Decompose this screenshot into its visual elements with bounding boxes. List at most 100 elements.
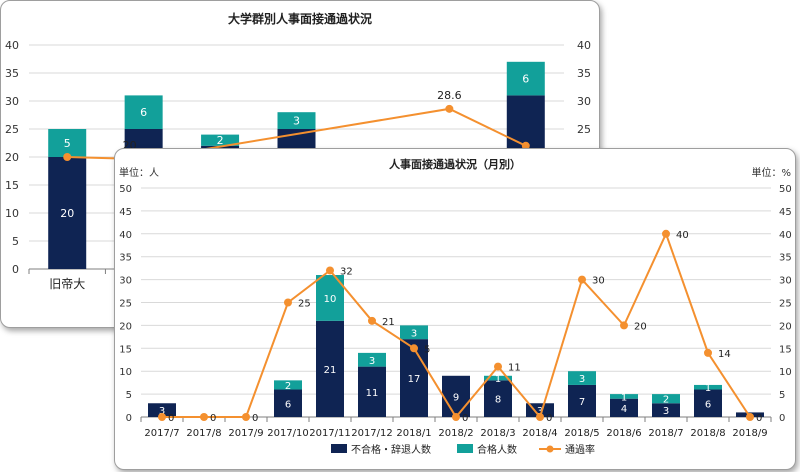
y2-tick-label: 10 — [779, 367, 792, 378]
rate-point — [704, 348, 712, 357]
rate-label: 0 — [168, 413, 174, 424]
x-tick-label: 2017/9 — [228, 428, 263, 439]
x-tick-label: 2017/12 — [351, 428, 393, 439]
y-tick-label: 40 — [5, 39, 19, 52]
y2-tick-label: 40 — [779, 230, 792, 241]
bar-data-label: 4 — [621, 404, 627, 415]
bar-data-label: 3 — [159, 406, 165, 417]
bar-segment-passed — [694, 384, 722, 390]
rate-label: 32 — [340, 266, 353, 277]
rate-point — [662, 229, 670, 238]
bar-segment-teal — [201, 134, 240, 146]
rate-label: 14 — [718, 349, 731, 360]
rate-point — [63, 153, 72, 161]
bar-data-label: 6 — [140, 106, 147, 119]
y2-tick-label: 50 — [779, 184, 792, 195]
bar-data-label: 2 — [217, 134, 224, 147]
y-tick-label: 45 — [119, 207, 132, 218]
x-tick-label: 2018/9 — [732, 428, 767, 439]
x-tick-label: 2018/4 — [522, 428, 557, 439]
bar-data-label: 3 — [579, 374, 585, 385]
bar-segment-rejected — [610, 398, 638, 417]
x-tick-label: 2017/7 — [144, 428, 179, 439]
bar-data-label: 3 — [293, 115, 300, 128]
rate-point — [452, 413, 460, 421]
x-tick-label: 2018/6 — [606, 428, 641, 439]
y2-tick-label: 15 — [779, 344, 792, 355]
legend-passed-label: 合格人数 — [477, 443, 517, 456]
bar-data-label: 21 — [324, 365, 337, 376]
bar-data-label: 3 — [663, 406, 669, 417]
rate-label: 0 — [756, 413, 762, 424]
bar-data-label: 3 — [369, 356, 375, 367]
y-tick-label: 20 — [5, 151, 19, 164]
y-tick-label: 35 — [5, 67, 19, 80]
y-tick-label: 10 — [5, 207, 19, 220]
x-tick-label: 2018/1 — [396, 428, 431, 439]
rate-point — [326, 266, 334, 275]
rate-point — [746, 413, 754, 421]
y-tick-label: 15 — [119, 344, 132, 355]
rate-label: 0 — [546, 413, 552, 424]
y2-tick-label: 5 — [779, 390, 785, 401]
y2-tick-label: 25 — [577, 123, 591, 136]
x-tick-label: 2018/2 — [438, 428, 473, 439]
bar-segment-rejected — [568, 384, 596, 417]
rate-label: 40 — [676, 230, 689, 241]
rate-point — [158, 413, 166, 421]
x-tick-label: 2018/7 — [648, 428, 683, 439]
rate-label: 30 — [592, 276, 605, 287]
bar-segment-navy — [48, 157, 87, 269]
y-tick-label: 0 — [12, 263, 19, 276]
bar-segment-passed — [568, 371, 596, 385]
y2-tick-label: 0 — [779, 413, 785, 424]
bar-segment-rejected — [148, 403, 176, 417]
y-tick-label: 10 — [119, 367, 132, 378]
y-tick-label: 35 — [119, 253, 132, 264]
bar-data-label: 6 — [285, 399, 291, 410]
rate-point — [620, 321, 628, 330]
chart-title: 人事面接通過状況（月別） — [389, 157, 521, 171]
bar-data-label: 2 — [663, 395, 669, 406]
y-tick-label: 5 — [12, 235, 19, 248]
rate-point — [521, 141, 530, 150]
y-tick-label: 30 — [119, 276, 132, 287]
legend-passed-swatch — [457, 444, 473, 453]
legend-rate-label: 通過率 — [565, 443, 595, 456]
bar-segment-passed — [610, 394, 638, 399]
bar-segment-passed — [274, 380, 302, 390]
x-tick-label: 2017/8 — [186, 428, 221, 439]
y2-tick-label: 30 — [779, 276, 792, 287]
rate-point — [494, 362, 502, 371]
bar-segment-rejected — [358, 366, 386, 417]
rate-label: 5 — [424, 344, 430, 355]
rate-label: 25 — [298, 299, 311, 310]
unit-left: 単位：人 — [119, 166, 159, 179]
y2-tick-label: 35 — [779, 253, 792, 264]
y-tick-label: 25 — [5, 123, 19, 136]
bar-data-label: 11 — [366, 388, 379, 399]
y2-tick-label: 20 — [779, 321, 792, 332]
x-tick-label: 2017/11 — [309, 428, 351, 439]
legend-rate-swatch-dot — [546, 445, 554, 453]
y-tick-label: 50 — [119, 184, 132, 195]
bar-segment-passed — [484, 375, 512, 381]
bar-data-label: 9 — [453, 392, 459, 403]
rate-point — [368, 316, 376, 325]
unit-right: 単位：% — [751, 166, 791, 179]
legend-rejected-swatch — [331, 444, 347, 453]
bar-data-label: 7 — [579, 397, 585, 408]
y-tick-label: 5 — [126, 390, 132, 401]
rate-label: 11 — [508, 363, 521, 374]
bar-segment-passed — [400, 325, 428, 340]
bar-data-label: 2 — [285, 381, 291, 392]
bar-segment-rejected — [526, 403, 554, 417]
rate-label: 28.6 — [437, 89, 462, 102]
y2-tick-label: 30 — [577, 95, 591, 108]
y2-tick-label: 25 — [779, 299, 792, 310]
bar-data-label: 8 — [495, 395, 501, 406]
bar-segment-teal — [124, 95, 163, 129]
bar-data-label: 6 — [522, 73, 529, 86]
y-tick-label: 0 — [126, 413, 132, 424]
bar-segment-passed — [358, 352, 386, 367]
